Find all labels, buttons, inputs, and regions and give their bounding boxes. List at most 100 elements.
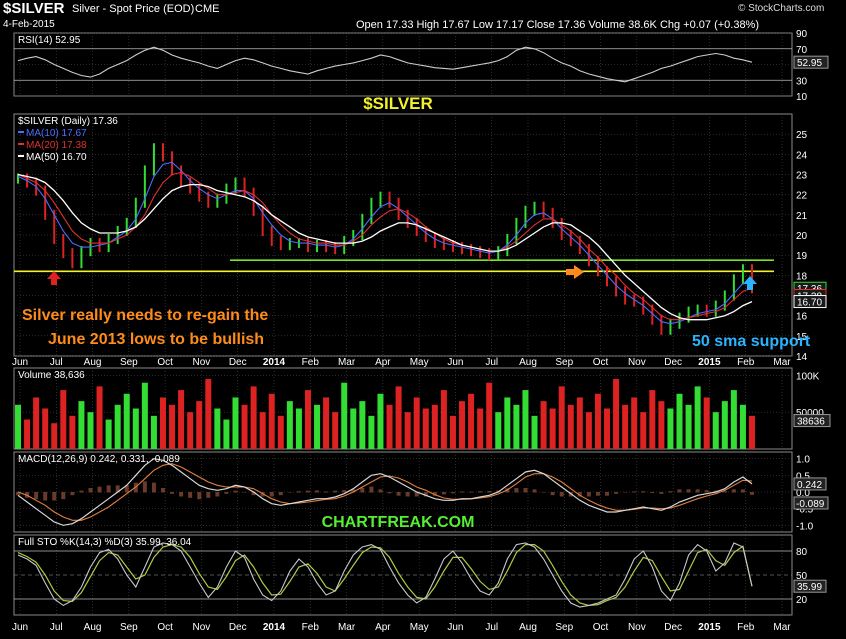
volume-bar xyxy=(449,415,456,449)
volume-bar xyxy=(558,386,565,449)
price-tick-label: 23 xyxy=(796,171,808,182)
volume-bar xyxy=(513,404,520,449)
macd-histogram-bar xyxy=(396,492,401,496)
volume-bar xyxy=(96,386,103,449)
volume-bar xyxy=(159,397,166,449)
x-tick-label: Aug xyxy=(84,622,102,633)
volume-last-label: 38636 xyxy=(797,417,825,428)
x-tick-label: Feb xyxy=(737,357,755,368)
x-tick-label: Jul xyxy=(50,622,63,633)
volume-last-box xyxy=(793,414,831,428)
volume-bar xyxy=(631,397,638,449)
macd-histogram-bar xyxy=(115,485,120,493)
legend-entry: MA(20) 17.38 xyxy=(26,140,87,151)
macd-histogram-bar xyxy=(423,492,428,497)
watermark-stockcharts: © StockCharts.com xyxy=(738,3,825,14)
volume-bar xyxy=(377,393,384,449)
volume-bar xyxy=(739,404,746,449)
x-tick-label: Jul xyxy=(485,622,498,633)
volume-bar xyxy=(730,390,737,449)
price-tick-label: 20 xyxy=(796,231,808,242)
volume-bar xyxy=(604,408,611,449)
panel-frame-volume xyxy=(13,367,793,450)
macd-histogram-bar xyxy=(151,482,156,493)
volume-bar xyxy=(495,412,502,449)
macd-histogram-bar xyxy=(469,491,474,493)
volume-bar xyxy=(105,419,112,449)
volume-bar xyxy=(178,390,185,449)
sto-last-box xyxy=(793,579,827,593)
volume-bar xyxy=(413,397,420,449)
annotation-note-line2: June 2013 lows to be bullish xyxy=(48,331,264,348)
macd-histogram-bar xyxy=(61,492,66,500)
macd-histogram-bar xyxy=(97,486,102,493)
x-tick-label: Mar xyxy=(338,357,356,368)
rsi-tick-label: 70 xyxy=(796,45,808,56)
macd-histogram-bar xyxy=(632,491,637,493)
price-tick-label: 22 xyxy=(796,191,808,202)
macd-histogram-bar xyxy=(269,492,274,497)
x-tick-label: Sep xyxy=(555,357,573,368)
macd-tick-label: -0.5 xyxy=(796,505,814,516)
macd-histogram-bar xyxy=(641,491,646,493)
volume-bar xyxy=(576,397,583,449)
watermark-chartfreak: CHARTFREAK.COM xyxy=(322,514,475,531)
x-tick-label: Aug xyxy=(519,622,537,633)
legend-entry: MA(10) 17.67 xyxy=(26,128,87,139)
volume-bar xyxy=(259,412,266,449)
macd-histogram-bar xyxy=(668,491,673,493)
volume-bar xyxy=(640,412,647,449)
volume-bar xyxy=(694,386,701,449)
macd-histogram-bar xyxy=(242,492,247,493)
price-tick-label: 15 xyxy=(796,332,808,343)
volume-bar xyxy=(223,419,230,449)
x-tick-label: Dec xyxy=(664,622,682,633)
macd-histogram-bar xyxy=(487,490,492,493)
macd-hist-label: -0.089 xyxy=(796,499,825,510)
x-tick-label: Feb xyxy=(302,357,320,368)
volume-bar xyxy=(250,386,257,449)
volume-bar xyxy=(585,412,592,449)
macd-histogram-bar xyxy=(586,492,591,497)
volume-bar xyxy=(78,401,85,449)
price-tick-label: 16 xyxy=(796,312,808,323)
macd-histogram-bar xyxy=(740,489,745,493)
volume-bar xyxy=(314,404,321,449)
ohlc-summary: Open 17.33 High 17.67 Low 17.17 Close 17… xyxy=(356,19,760,31)
red-up-arrow xyxy=(47,271,61,285)
macd-histogram-bar xyxy=(305,490,310,493)
macd-histogram-bar xyxy=(731,489,736,493)
macd-histogram-bar xyxy=(460,491,465,493)
macd-histogram-bar xyxy=(215,492,220,497)
rsi-last-label: 52.95 xyxy=(797,58,822,69)
macd-histogram-bar xyxy=(623,492,628,493)
price-tick-label: 14 xyxy=(796,352,808,363)
volume-bar xyxy=(567,404,574,449)
volume-bar xyxy=(341,382,348,449)
x-tick-label: Sep xyxy=(555,622,573,633)
volume-bar xyxy=(649,390,656,449)
x-tick-label: Feb xyxy=(737,622,755,633)
macd-histogram-bar xyxy=(333,490,338,493)
volume-bar xyxy=(359,401,366,449)
volume-bar xyxy=(703,397,710,449)
volume-bar xyxy=(422,408,429,449)
price-tick-label: 25 xyxy=(796,130,808,141)
rsi-line xyxy=(17,46,753,83)
annotation-note-line1: Silver really needs to re-gain the xyxy=(22,307,268,324)
macd-hist-box xyxy=(793,496,829,510)
macd-histogram-bar xyxy=(686,489,691,493)
macd-histogram-bar xyxy=(378,489,383,493)
symbol-title: $SILVER xyxy=(3,0,65,17)
annotation-sma-note: 50 sma support xyxy=(692,333,811,350)
macd-histogram-bar xyxy=(360,488,365,493)
x-tick-label: Nov xyxy=(193,622,211,633)
symbol-description: Silver - Spot Price (EOD) xyxy=(72,3,195,15)
volume-bar xyxy=(24,419,31,449)
macd-histogram-bar xyxy=(695,489,700,493)
x-tick-label: Sep xyxy=(120,357,138,368)
sto-tick-label: 80 xyxy=(796,547,808,558)
macd-histogram-bar xyxy=(550,492,555,496)
volume-title: Volume 38,636 xyxy=(18,370,85,381)
sto-title: Full STO %K(14,3) %D(3) 35.99, 36.04 xyxy=(18,537,192,548)
